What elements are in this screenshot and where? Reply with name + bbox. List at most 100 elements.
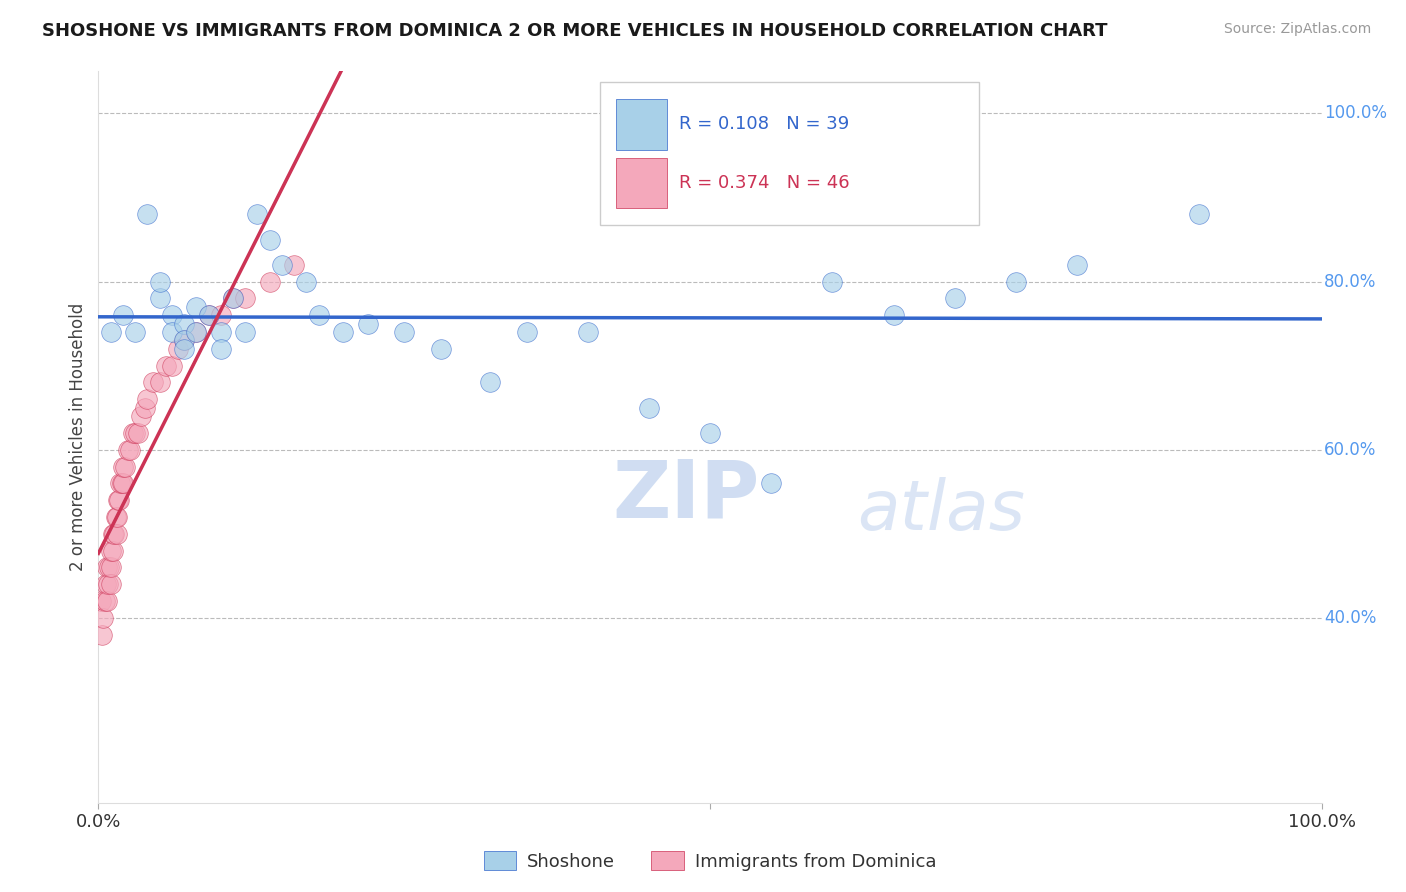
Point	[107, 493, 129, 508]
Text: 60.0%: 60.0%	[1324, 441, 1376, 458]
Point	[134, 401, 156, 415]
Point	[149, 291, 172, 305]
Point	[478, 376, 501, 390]
Point	[186, 325, 208, 339]
Point	[160, 308, 183, 322]
Point	[149, 376, 172, 390]
Point	[120, 442, 142, 457]
Point	[356, 317, 378, 331]
Point	[515, 325, 537, 339]
Point	[233, 291, 256, 305]
Point	[943, 291, 966, 305]
Point	[127, 425, 149, 440]
Point	[142, 376, 165, 390]
Point	[222, 291, 245, 305]
Point	[1066, 258, 1088, 272]
Point	[105, 510, 128, 524]
Point	[96, 560, 118, 574]
Point	[90, 594, 112, 608]
Point	[308, 308, 330, 322]
Point	[105, 526, 128, 541]
Point	[222, 291, 245, 305]
Point	[392, 325, 416, 339]
Point	[209, 342, 232, 356]
Text: Source: ZipAtlas.com: Source: ZipAtlas.com	[1223, 22, 1371, 37]
Point	[96, 594, 118, 608]
Text: SHOSHONE VS IMMIGRANTS FROM DOMINICA 2 OR MORE VEHICLES IN HOUSEHOLD CORRELATION: SHOSHONE VS IMMIGRANTS FROM DOMINICA 2 O…	[42, 22, 1108, 40]
Point	[110, 476, 132, 491]
Point	[699, 425, 721, 440]
Point	[124, 325, 146, 339]
Point	[209, 308, 232, 322]
Point	[295, 275, 318, 289]
Text: R = 0.108   N = 39: R = 0.108 N = 39	[679, 115, 849, 133]
Point	[283, 258, 305, 272]
Point	[259, 275, 281, 289]
Point	[136, 392, 159, 407]
Point	[93, 594, 115, 608]
Point	[121, 425, 143, 440]
Point	[637, 401, 661, 415]
Point	[246, 207, 269, 221]
FancyBboxPatch shape	[616, 158, 668, 208]
Point	[111, 308, 134, 322]
Point	[136, 207, 159, 221]
Point	[91, 627, 114, 641]
Point	[103, 526, 125, 541]
Point	[111, 459, 134, 474]
Point	[104, 510, 127, 524]
Legend: Shoshone, Immigrants from Dominica: Shoshone, Immigrants from Dominica	[477, 844, 943, 878]
Text: 100.0%: 100.0%	[1324, 104, 1388, 122]
Text: 40.0%: 40.0%	[1324, 609, 1376, 627]
Point	[173, 342, 195, 356]
Point	[259, 233, 281, 247]
Point	[197, 308, 219, 322]
Point	[117, 442, 139, 457]
Point	[100, 577, 122, 591]
Point	[108, 493, 131, 508]
Point	[233, 325, 256, 339]
FancyBboxPatch shape	[600, 82, 979, 225]
Point	[155, 359, 177, 373]
Point	[173, 317, 195, 331]
Text: ZIP: ZIP	[612, 457, 759, 534]
Text: R = 0.374   N = 46: R = 0.374 N = 46	[679, 174, 851, 192]
Point	[173, 334, 195, 348]
Point	[114, 459, 136, 474]
Point	[160, 325, 183, 339]
Point	[97, 577, 120, 591]
Point	[129, 409, 152, 423]
Point	[173, 334, 195, 348]
Point	[167, 342, 190, 356]
Point	[1188, 207, 1211, 221]
Text: 80.0%: 80.0%	[1324, 273, 1376, 291]
Point	[430, 342, 453, 356]
Point	[124, 425, 146, 440]
Point	[94, 577, 117, 591]
Point	[270, 258, 294, 272]
Point	[761, 476, 783, 491]
FancyBboxPatch shape	[616, 99, 668, 150]
Point	[1004, 275, 1026, 289]
Point	[576, 325, 599, 339]
Point	[883, 308, 905, 322]
Point	[186, 325, 208, 339]
Point	[209, 325, 232, 339]
Point	[91, 611, 114, 625]
Point	[111, 476, 134, 491]
Point	[160, 359, 183, 373]
Point	[332, 325, 354, 339]
Point	[98, 560, 121, 574]
Point	[197, 308, 219, 322]
Y-axis label: 2 or more Vehicles in Household: 2 or more Vehicles in Household	[69, 303, 87, 571]
Point	[821, 275, 844, 289]
Point	[100, 325, 122, 339]
Point	[100, 560, 122, 574]
Point	[149, 275, 172, 289]
Text: atlas: atlas	[856, 476, 1025, 544]
Point	[186, 300, 208, 314]
Point	[101, 526, 124, 541]
Point	[100, 543, 122, 558]
Point	[101, 543, 124, 558]
Point	[111, 476, 134, 491]
